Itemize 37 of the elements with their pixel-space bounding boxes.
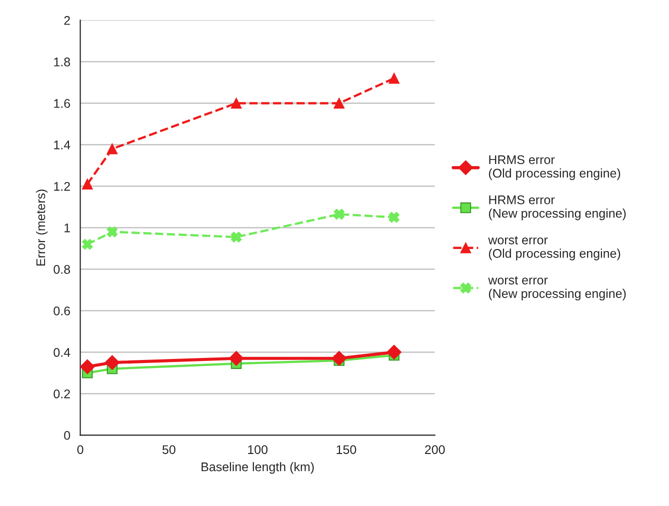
point [388, 212, 400, 223]
point [80, 359, 95, 374]
y-tick-label: 0 [64, 430, 70, 440]
point [386, 344, 402, 360]
legend-label: worst error (New processing engine) [488, 276, 626, 300]
y-tick-label: 2 [64, 16, 70, 25]
x-tick-label: 100 [248, 445, 268, 454]
legend-label: HRMS error (Old processing engine) [488, 155, 620, 180]
point [332, 351, 347, 366]
point [230, 98, 242, 109]
point [104, 355, 120, 370]
point [82, 178, 93, 190]
x-tick-label: 50 [162, 445, 176, 454]
x-tick-label: 0 [77, 445, 84, 454]
x-tick-label: 150 [336, 445, 356, 454]
x-tick-label: 200 [425, 445, 445, 454]
legend-label: worst error (Old processing engine) [488, 236, 620, 260]
point [228, 351, 244, 366]
y-tick-label: 0.6 [54, 306, 70, 316]
point [106, 226, 118, 238]
point [334, 98, 344, 109]
legend-label: HRMS error (New processing engine) [488, 195, 626, 220]
y-tick-label: 0.4 [54, 348, 70, 357]
y-tick-label: 1.4 [54, 140, 70, 150]
y-tick-label: 1.8 [54, 58, 70, 66]
point [106, 143, 118, 154]
point [230, 232, 242, 242]
y-tick-label: 1.2 [54, 182, 70, 191]
y-tick-label: 1.6 [54, 99, 70, 108]
point [82, 238, 93, 250]
y-axis-title: Error (meters) [36, 190, 48, 266]
point [388, 72, 400, 84]
y-tick-label: 1 [64, 224, 70, 232]
x-axis-title: Baseline length (km) [202, 462, 314, 474]
y-tick-label: 0.2 [54, 389, 70, 398]
y-tick-label: 0.8 [54, 264, 70, 274]
point [334, 208, 344, 220]
